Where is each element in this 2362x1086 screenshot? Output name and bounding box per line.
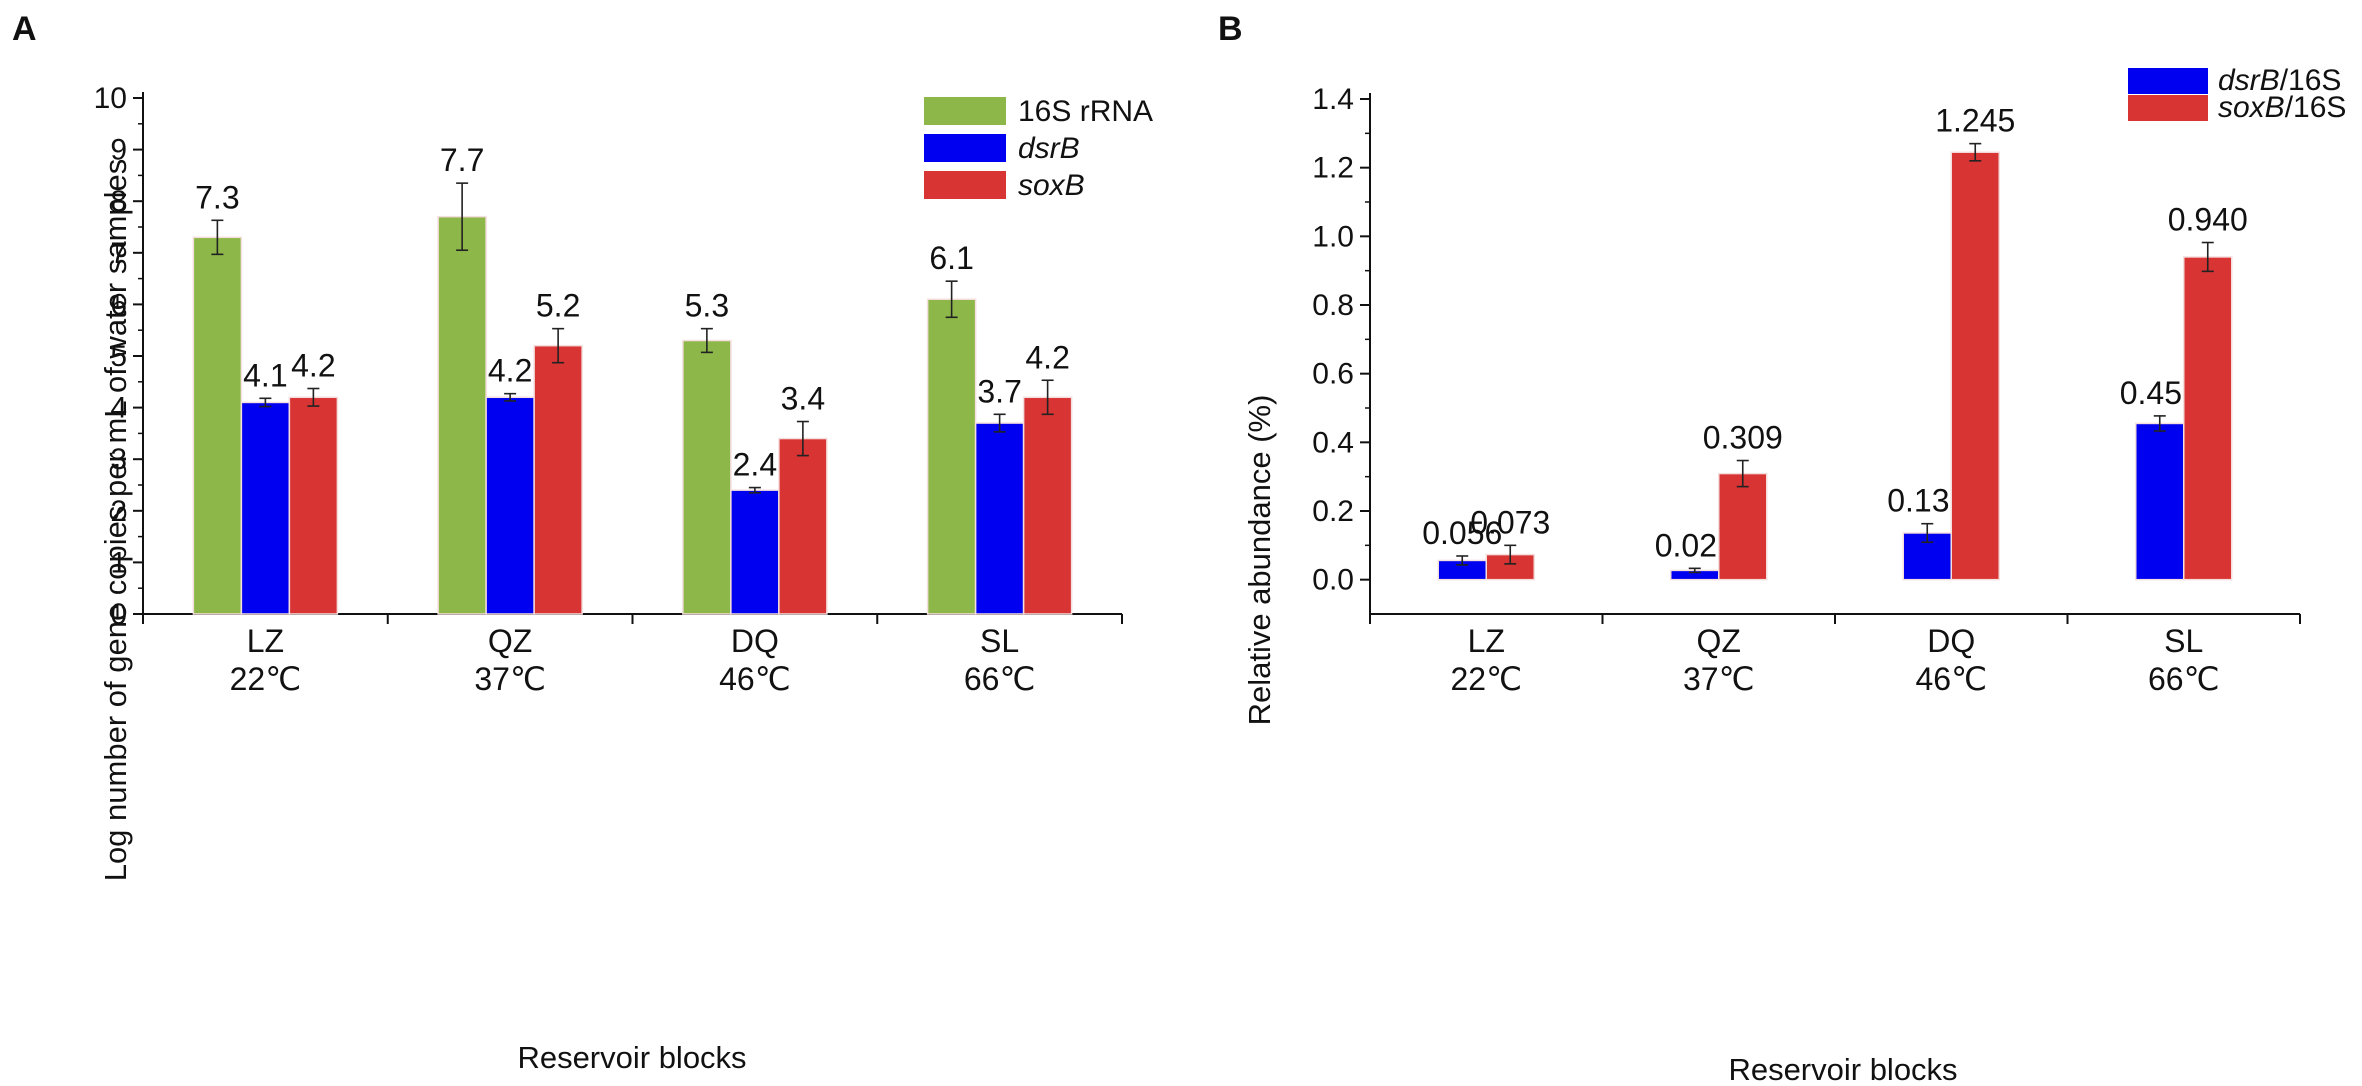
data-label: 1.245 xyxy=(1935,103,2015,139)
x-category-label: QZ xyxy=(488,623,532,659)
x-category-temp: 66℃ xyxy=(964,661,1036,697)
bar-16s-rrna xyxy=(682,339,732,615)
x-category-label: DQ xyxy=(731,623,779,659)
y-tick-label: 1.2 xyxy=(1312,152,1354,185)
x-category-temp: 22℃ xyxy=(1450,661,1522,697)
x-category-label: SL xyxy=(2164,623,2203,659)
bar-16s-rrna xyxy=(192,236,243,615)
legend-swatch xyxy=(2128,95,2208,121)
panel-a-letter: A xyxy=(12,10,37,48)
bar-dsrb xyxy=(730,489,780,615)
x-category-label: QZ xyxy=(1697,623,1741,659)
x-category-temp: 46℃ xyxy=(719,661,791,697)
data-label: 4.2 xyxy=(291,348,335,384)
x-category-temp: 46℃ xyxy=(1915,661,1987,697)
bar-soxb xyxy=(1022,396,1073,615)
data-label: 4.2 xyxy=(488,353,532,389)
y-tick-label: 7 xyxy=(110,237,127,270)
legend-swatch xyxy=(924,134,1006,162)
legend-label-main: 16S rRNA xyxy=(1018,95,1153,128)
data-label: 3.4 xyxy=(781,381,825,417)
y-tick-label: 1.0 xyxy=(1312,220,1354,253)
data-label: 7.3 xyxy=(195,179,239,215)
y-tick-label: 0.6 xyxy=(1312,358,1354,391)
panel-b-ylabel: Relative abundance (%) xyxy=(1242,395,1277,726)
data-label: 4.1 xyxy=(243,357,287,393)
legend-label-main: soxB xyxy=(1018,169,1085,202)
y-tick-label: 4 xyxy=(110,392,127,425)
legend-label: dsrB xyxy=(1018,132,1080,165)
x-category-temp: 37℃ xyxy=(474,661,546,697)
x-category-label: DQ xyxy=(1927,623,1975,659)
panel-a-ylabel: Log number of gene copies per mL of wate… xyxy=(98,159,133,882)
panel-b-letter: B xyxy=(1218,10,1243,48)
bar-dsrb xyxy=(240,401,291,615)
y-tick-label: 0.2 xyxy=(1312,495,1354,528)
data-label: 4.2 xyxy=(1025,339,1069,375)
legend-label: dsrB/16S xyxy=(2218,64,2341,97)
bar-soxb xyxy=(288,396,339,615)
legend-label-main: dsrB xyxy=(2218,64,2280,97)
y-tick-label: 1.4 xyxy=(1312,83,1354,116)
data-label: 0.056 xyxy=(1422,515,1502,551)
y-tick-label: 0.8 xyxy=(1312,289,1354,322)
panel-a-xlabel: Reservoir blocks xyxy=(517,1040,746,1075)
x-category-label: LZ xyxy=(247,623,284,659)
y-tick-label: 6 xyxy=(110,288,127,321)
legend-label: soxB/16S xyxy=(2218,91,2346,124)
legend-label-tail: /16S xyxy=(2280,64,2342,97)
bar-soxb xyxy=(778,437,828,615)
x-category-temp: 22℃ xyxy=(230,661,302,697)
bar-dsrb xyxy=(974,422,1025,615)
y-tick-label: 9 xyxy=(110,134,127,167)
data-label: 0.309 xyxy=(1703,420,1783,456)
panel-b-xlabel: Reservoir blocks xyxy=(1728,1052,1957,1086)
y-tick-label: 0.0 xyxy=(1312,564,1354,597)
legend-swatch xyxy=(924,97,1006,125)
y-tick-label: 3 xyxy=(110,443,127,476)
legend-label-main: dsrB xyxy=(1018,132,1080,165)
data-label: 7.7 xyxy=(440,142,484,178)
x-category-label: LZ xyxy=(1468,623,1505,659)
data-label: 0.940 xyxy=(2168,202,2248,238)
y-tick-label: 5 xyxy=(110,340,127,373)
y-tick-label: 10 xyxy=(94,82,127,115)
legend-label: 16S rRNA xyxy=(1018,95,1153,128)
y-tick-label: 2 xyxy=(110,495,127,528)
data-label: 3.7 xyxy=(977,373,1021,409)
legend-swatch xyxy=(924,171,1006,199)
legend-swatch xyxy=(2128,68,2208,94)
data-label: 6.1 xyxy=(929,240,973,276)
data-label: 2.4 xyxy=(733,447,777,483)
panel-a-bars: 7.37.75.36.14.1 4.22.43.74.25.23.44.2 xyxy=(192,142,1073,615)
bar-soxb-16s xyxy=(1950,151,2000,581)
x-category-label: SL xyxy=(980,623,1019,659)
y-tick-label: 8 xyxy=(110,185,127,218)
y-tick-label: 0 xyxy=(110,598,127,631)
legend-label-main: soxB xyxy=(2218,91,2285,124)
bar-16s-rrna xyxy=(926,298,977,615)
y-tick-label: 0.4 xyxy=(1312,426,1354,459)
legend-label: soxB xyxy=(1018,169,1085,202)
x-category-temp: 66℃ xyxy=(2148,661,2220,697)
data-label: 5.2 xyxy=(536,288,580,324)
bar-soxb xyxy=(533,344,583,615)
legend-label-tail: /16S xyxy=(2285,91,2347,124)
y-tick-label: 1 xyxy=(110,546,127,579)
x-category-temp: 37℃ xyxy=(1683,661,1755,697)
bar-dsrb xyxy=(485,396,535,615)
bar-dsrb-16s xyxy=(2135,422,2185,581)
bar-16s-rrna xyxy=(437,215,487,615)
bar-soxb-16s xyxy=(1718,472,1768,581)
data-label: 5.3 xyxy=(685,288,729,324)
panel-a-legend: 16S rRNA dsrB soxB xyxy=(924,95,1153,202)
bar-soxb-16s xyxy=(2183,256,2233,581)
data-label: 0.073 xyxy=(1470,504,1550,540)
